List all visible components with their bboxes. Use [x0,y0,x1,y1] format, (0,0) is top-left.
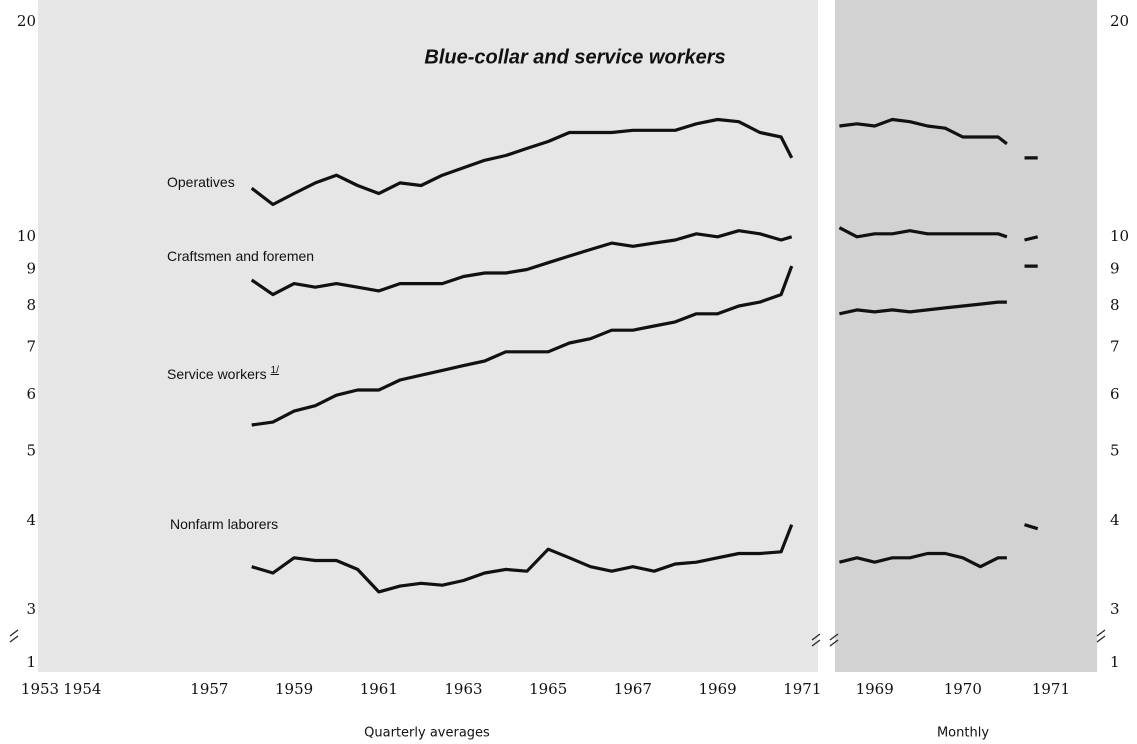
x-tick-label: 1969 [856,680,894,698]
quarterly-panel [38,0,818,672]
x-tick-label: 1971 [783,680,821,698]
x-tick-label: 1961 [360,680,398,698]
y-tick-label: 6 [26,385,36,403]
y-tick-label: 20 [17,12,36,30]
y-tick-label: 3 [1110,600,1120,618]
series-line [838,226,1039,242]
series-name: Nonfarm laborers [170,516,278,532]
series-label: Nonfarm laborers [170,516,278,532]
x-tick-label: 1970 [944,680,982,698]
y-tick-label: 10 [17,227,36,245]
series-line [250,117,794,207]
y-tick-label: 7 [26,337,36,355]
y-tick-label: 9 [1110,259,1120,277]
series-line [251,265,794,427]
x-tick-label: 1954 [63,680,101,698]
series-name: Service workers [167,366,267,382]
chart-title: Blue-collar and service workers [424,46,725,68]
y-tick-label: 8 [1110,296,1120,314]
series-line [839,264,1038,316]
series-line [839,117,1038,160]
axis-break [1096,629,1106,643]
y-tick-label: 4 [26,511,36,529]
series-line [839,523,1039,569]
x-tick-label: 1967 [614,680,652,698]
y-tick-label: 1 [1110,653,1120,671]
x-tick-label: 1969 [699,680,737,698]
y-tick-label: 6 [1110,385,1120,403]
y-tick-label: 4 [1110,511,1120,529]
x-tick-label: 1953 [21,680,59,698]
series-label: Operatives [167,174,235,190]
x-tick-label: 1963 [444,680,482,698]
y-tick-label: 5 [1110,442,1120,460]
series-line [250,229,793,297]
x-axis-label: Monthly [937,726,989,741]
series-line [251,524,794,594]
axis-break [9,629,19,643]
y-tick-label: 5 [26,442,36,460]
series-label: Craftsmen and foremen [167,248,314,264]
axis-break [811,633,839,647]
series-name: Craftsmen and foremen [167,248,314,264]
footnote-marker: 1/ [271,365,280,376]
x-tick-label: 1959 [275,680,313,698]
y-tick-label: 3 [26,600,36,618]
y-tick-label: 8 [26,296,36,314]
x-tick-label: 1957 [190,680,228,698]
x-tick-label: 1965 [529,680,567,698]
y-tick-label: 1 [26,653,36,671]
y-tick-label: 10 [1110,227,1129,245]
y-tick-label: 20 [1110,12,1129,30]
x-tick-label: 1971 [1032,680,1070,698]
series-label: Service workers 1/ [167,365,279,382]
monthly-panel [835,0,1097,672]
y-tick-label: 9 [26,259,36,277]
x-axis-label: Quarterly averages [364,726,490,741]
y-tick-label: 7 [1110,337,1120,355]
series-name: Operatives [167,174,235,190]
